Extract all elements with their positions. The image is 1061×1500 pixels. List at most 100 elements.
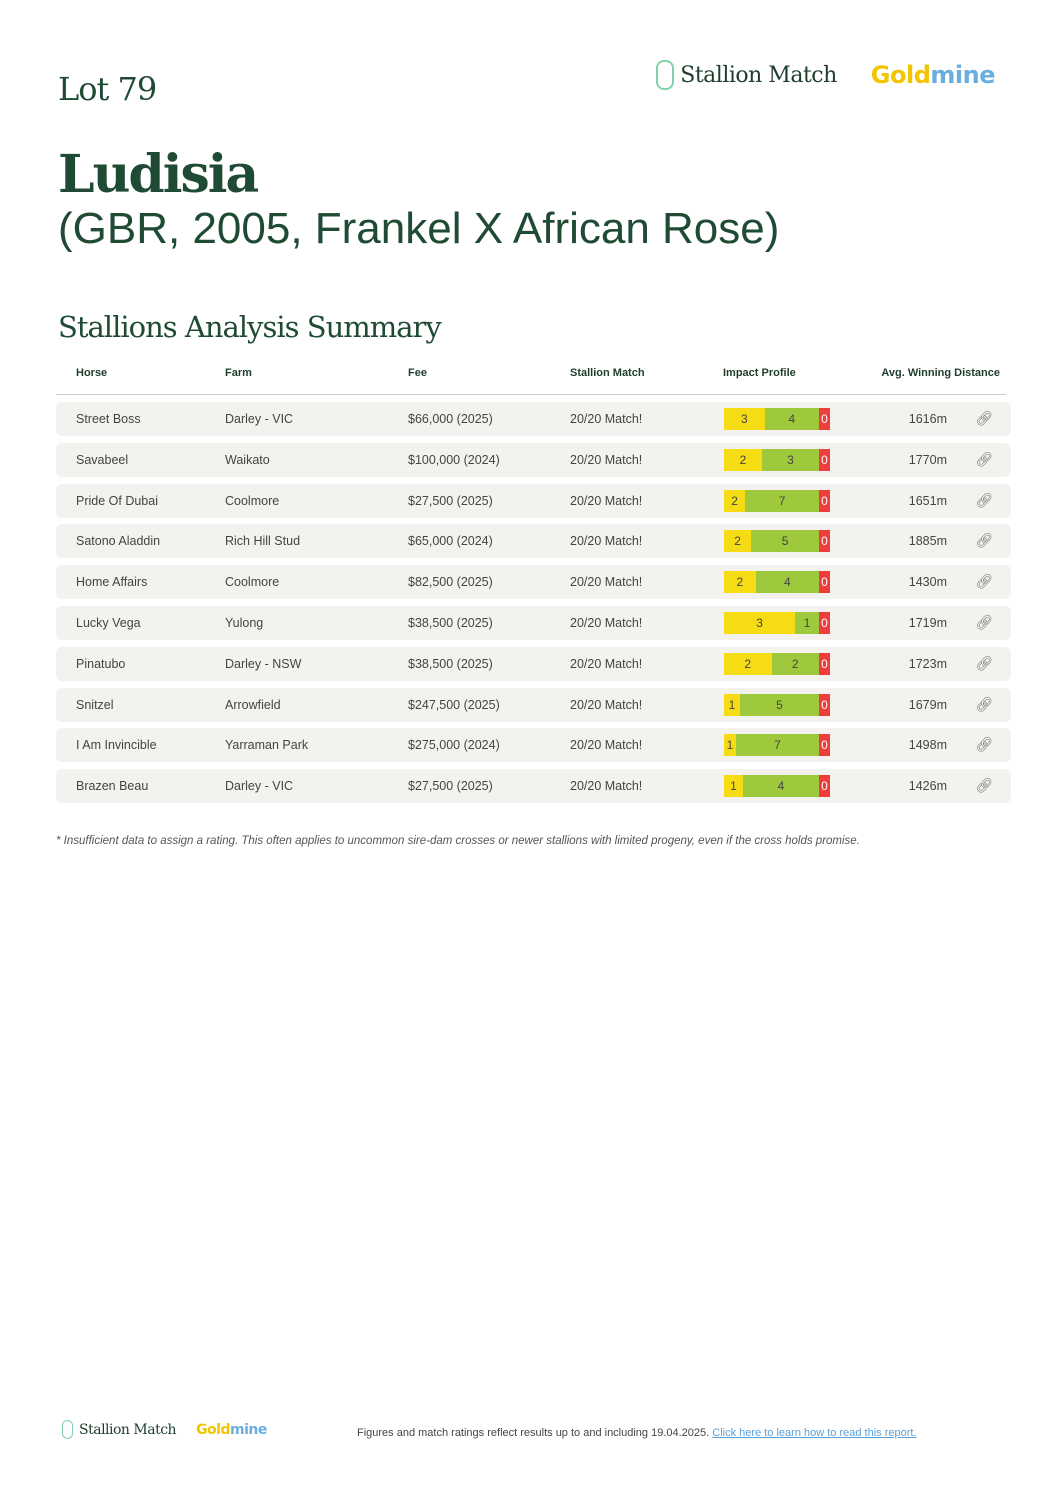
col-horse: Horse <box>76 367 108 379</box>
impact-green-segment: 5 <box>739 693 819 716</box>
footer-stallion-match-logo: Stallion Match <box>62 1420 177 1439</box>
impact-yellow-segment: 1 <box>724 693 740 716</box>
footer-goldmine-logo: Goldmine <box>196 1421 267 1438</box>
impact-profile-bar: 2 2 0 <box>724 652 830 675</box>
match-cell: 20/20 Match! <box>570 452 643 467</box>
distance-cell: 1885m <box>908 534 947 549</box>
horse-cell: I Am Invincible <box>76 738 157 753</box>
table-row: Lucky Vega Yulong $38,500 (2025) 20/20 M… <box>56 605 1011 640</box>
link-icon[interactable]: 🔗︎ <box>975 491 993 508</box>
link-icon[interactable]: 🔗︎ <box>975 613 993 630</box>
impact-yellow-segment: 2 <box>724 652 772 675</box>
farm-cell: Yarraman Park <box>225 738 309 753</box>
impact-yellow-segment: 2 <box>724 489 746 512</box>
farm-cell: Rich Hill Stud <box>225 534 301 549</box>
fee-cell: $275,000 (2024) <box>408 738 500 753</box>
table-row: I Am Invincible Yarraman Park $275,000 (… <box>56 728 1011 763</box>
distance-cell: 1719m <box>908 615 947 630</box>
distance-cell: 1770m <box>908 452 947 467</box>
distance-cell: 1498m <box>908 738 947 753</box>
impact-yellow-segment: 2 <box>724 448 762 471</box>
table-row: Pinatubo Darley - NSW $38,500 (2025) 20/… <box>56 646 1011 681</box>
impact-yellow-segment: 3 <box>724 611 796 634</box>
stallion-match-logo: Stallion Match <box>656 60 837 90</box>
goldmine-logo: Goldmine <box>870 61 996 89</box>
impact-profile-bar: 2 4 0 <box>724 571 830 594</box>
section-title: Stallions Analysis Summary <box>58 310 442 344</box>
impact-red-segment: 0 <box>819 448 830 471</box>
link-icon[interactable]: 🔗︎ <box>975 695 993 712</box>
table-row: Street Boss Darley - VIC $66,000 (2025) … <box>56 402 1011 436</box>
table-row: Pride Of Dubai Coolmore $27,500 (2025) 2… <box>56 483 1011 518</box>
impact-green-segment: 7 <box>735 734 819 757</box>
read-report-link[interactable]: Click here to learn how to read this rep… <box>712 1427 917 1439</box>
match-cell: 20/20 Match! <box>570 493 643 508</box>
impact-profile-bar: 1 5 0 <box>724 693 830 716</box>
impact-profile-bar: 2 5 0 <box>724 530 830 553</box>
distance-cell: 1723m <box>908 656 947 671</box>
col-farm: Farm <box>225 367 252 379</box>
link-icon[interactable]: 🔗︎ <box>975 450 993 467</box>
table-body: Street Boss Darley - VIC $66,000 (2025) … <box>56 402 1011 810</box>
footnote: * Insufficient data to assign a rating. … <box>56 835 860 847</box>
farm-cell: Darley - VIC <box>225 412 294 426</box>
fee-cell: $38,500 (2025) <box>408 656 493 671</box>
horse-name: Ludisia <box>58 144 259 205</box>
link-icon[interactable]: 🔗︎ <box>975 573 993 590</box>
lot-number: Lot 79 <box>58 70 157 108</box>
fee-cell: $65,000 (2024) <box>408 534 493 549</box>
link-icon[interactable]: 🔗︎ <box>975 777 993 794</box>
link-icon[interactable]: 🔗︎ <box>975 410 993 426</box>
impact-green-segment: 1 <box>795 611 819 634</box>
horse-cell: Street Boss <box>76 412 141 426</box>
horse-cell: Savabeel <box>76 452 129 467</box>
impact-red-segment: 0 <box>818 408 830 430</box>
distance-cell: 1679m <box>908 697 947 712</box>
link-icon[interactable]: 🔗︎ <box>975 654 993 671</box>
link-icon[interactable]: 🔗︎ <box>975 736 993 753</box>
link-icon[interactable]: 🔗︎ <box>975 532 993 549</box>
fee-cell: $27,500 (2025) <box>408 493 493 508</box>
distance-cell: 1651m <box>908 493 947 508</box>
match-cell: 20/20 Match! <box>570 412 643 426</box>
horse-cell: Pinatubo <box>76 656 126 671</box>
impact-profile-bar: 1 4 0 <box>724 775 830 798</box>
distance-cell: 1430m <box>908 575 947 590</box>
horse-cell: Satono Aladdin <box>76 534 161 549</box>
farm-cell: Darley - NSW <box>225 656 302 671</box>
impact-profile-bar: 3 4 0 <box>724 408 830 430</box>
table-row: Snitzel Arrowfield $247,500 (2025) 20/20… <box>56 687 1011 722</box>
distance-cell: 1616m <box>908 412 947 426</box>
impact-red-segment: 0 <box>818 571 830 594</box>
fee-cell: $38,500 (2025) <box>408 615 493 630</box>
horse-cell: Snitzel <box>76 697 114 712</box>
fee-cell: $27,500 (2025) <box>408 779 493 794</box>
match-cell: 20/20 Match! <box>570 534 643 549</box>
impact-profile-bar: 2 3 0 <box>724 448 830 471</box>
farm-cell: Coolmore <box>225 493 280 508</box>
fee-cell: $66,000 (2025) <box>408 412 493 426</box>
horse-cell: Brazen Beau <box>76 779 149 794</box>
col-match: Stallion Match <box>570 367 645 379</box>
impact-red-segment: 0 <box>818 489 830 512</box>
impact-yellow-segment: 1 <box>724 734 736 757</box>
distance-cell: 1426m <box>908 779 947 794</box>
header-logos: Stallion Match Goldmine <box>656 60 995 90</box>
fee-cell: $82,500 (2025) <box>408 575 493 590</box>
table-row: Brazen Beau Darley - VIC $27,500 (2025) … <box>56 769 1011 804</box>
match-cell: 20/20 Match! <box>570 615 643 630</box>
col-fee: Fee <box>408 367 427 379</box>
table-row: Home Affairs Coolmore $82,500 (2025) 20/… <box>56 565 1011 600</box>
footer-logos: Stallion Match Goldmine <box>62 1420 267 1439</box>
stallion-match-icon <box>656 60 675 90</box>
impact-green-segment: 2 <box>771 652 819 675</box>
farm-cell: Yulong <box>225 615 264 630</box>
match-cell: 20/20 Match! <box>570 697 643 712</box>
match-cell: 20/20 Match! <box>570 779 643 794</box>
horse-details: (GBR, 2005, Frankel X African Rose) <box>58 204 780 253</box>
footer-note: Figures and match ratings reflect result… <box>357 1427 917 1439</box>
impact-green-segment: 4 <box>764 408 819 430</box>
impact-red-segment: 0 <box>819 734 830 757</box>
match-cell: 20/20 Match! <box>570 656 643 671</box>
